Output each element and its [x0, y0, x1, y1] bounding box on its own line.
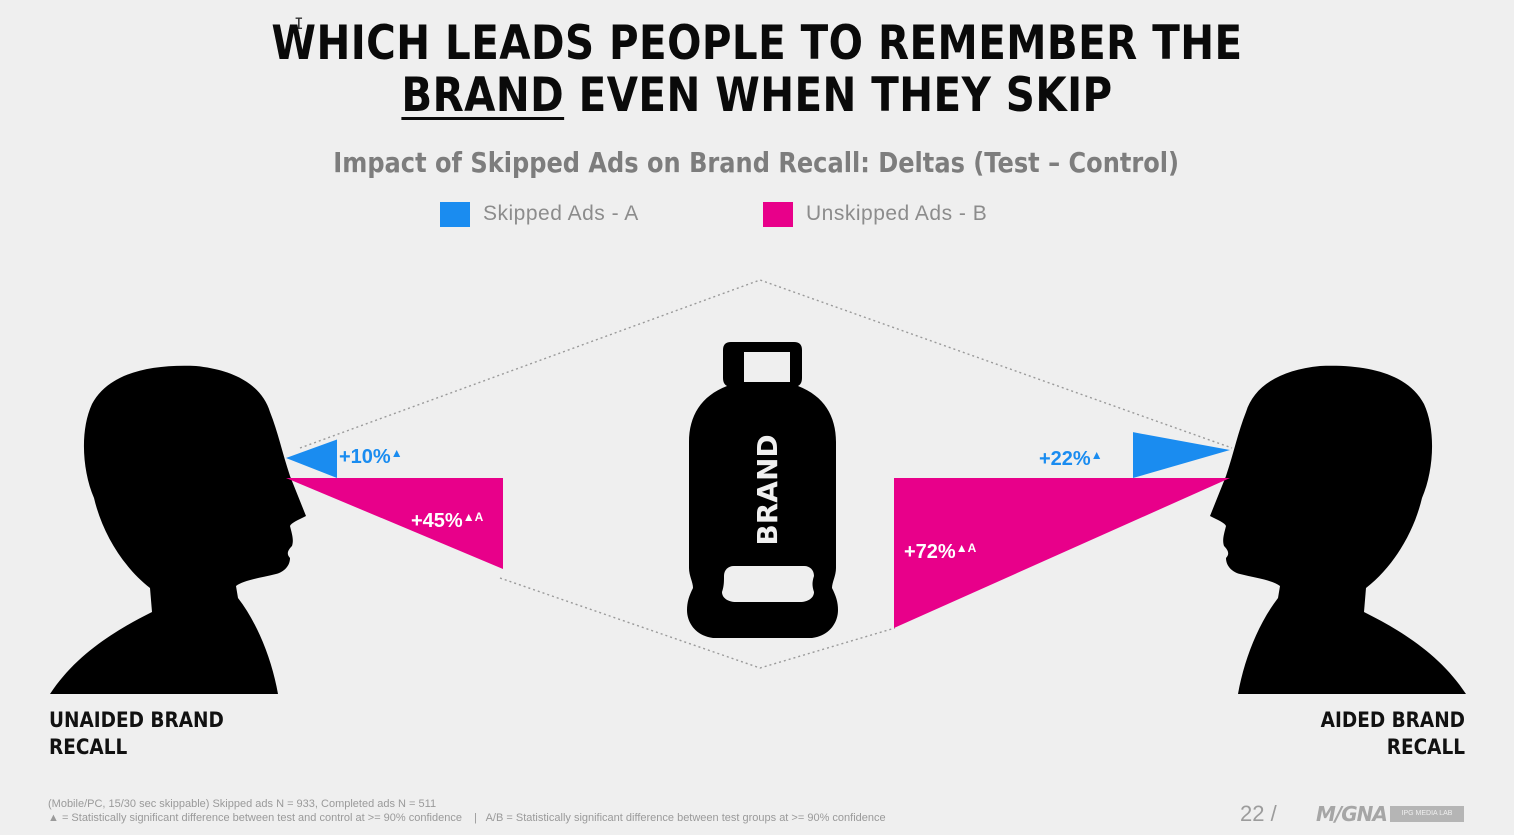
footnotes: (Mobile/PC, 15/30 sec skippable) Skipped… [48, 797, 886, 825]
ipg-media-lab-badge: IPG MEDIA LAB [1390, 806, 1464, 822]
label-aided-line-1: AIDED BRAND [1320, 708, 1465, 732]
label-aided-line-2: RECALL [1386, 735, 1465, 759]
label-unaided-line-2: RECALL [49, 735, 128, 759]
head-silhouette-right-icon [1210, 365, 1466, 694]
label-unaided-line-1: UNAIDED BRAND [49, 708, 224, 732]
title-line-2-rest: EVEN WHEN THEY SKIP [564, 68, 1113, 123]
legend-label-skipped: Skipped Ads - A [483, 202, 639, 225]
data-label-unskipped-unaided: +45%▲A [411, 510, 484, 532]
magna-logo: M/GNA [1316, 802, 1388, 826]
data-label-skipped-unaided: +10%▲ [339, 446, 403, 468]
title-brand-underlined: BRAND [401, 68, 565, 123]
title-line-1: WHICH LEADS PEOPLE TO REMEMBER THE [271, 16, 1243, 71]
legend-label-unskipped: Unskipped Ads - B [806, 202, 988, 225]
head-silhouette-left-icon [50, 365, 306, 694]
label-aided-brand-recall: AIDED BRAND RECALL [1321, 707, 1465, 761]
bar-unskipped-unaided [286, 478, 503, 569]
footnote-line-1: (Mobile/PC, 15/30 sec skippable) Skipped… [48, 798, 437, 810]
page-title: WHICH LEADS PEOPLE TO REMEMBER THE BRAND… [106, 18, 1408, 122]
bottle-icon: BRAND [687, 342, 838, 638]
legend-item-unskipped: Unskipped Ads - B [763, 201, 987, 227]
legend-item-skipped: Skipped Ads - A [440, 201, 639, 227]
data-label-unskipped-aided: +72%▲A [904, 541, 977, 563]
text-cursor-icon: I [294, 14, 304, 33]
bar-skipped-unaided [286, 439, 337, 478]
bottle-brand-label: BRAND [751, 434, 784, 545]
legend-swatch-unskipped [763, 201, 793, 227]
bar-skipped-aided [1133, 432, 1230, 478]
label-unaided-brand-recall: UNAIDED BRAND RECALL [49, 707, 224, 761]
chart-title: Impact of Skipped Ads on Brand Recall: D… [333, 146, 1180, 179]
sight-line-dotted-bottom [499, 577, 896, 669]
page-number: 22 / [1240, 801, 1277, 826]
data-label-skipped-aided: +22%▲ [1039, 448, 1103, 470]
bar-unskipped-aided [894, 478, 1230, 628]
title-line-2: BRAND EVEN WHEN THEY SKIP [106, 70, 1408, 122]
legend-swatch-skipped [440, 201, 470, 227]
footnote-line-2: ▲ = Statistically significant difference… [48, 812, 886, 824]
